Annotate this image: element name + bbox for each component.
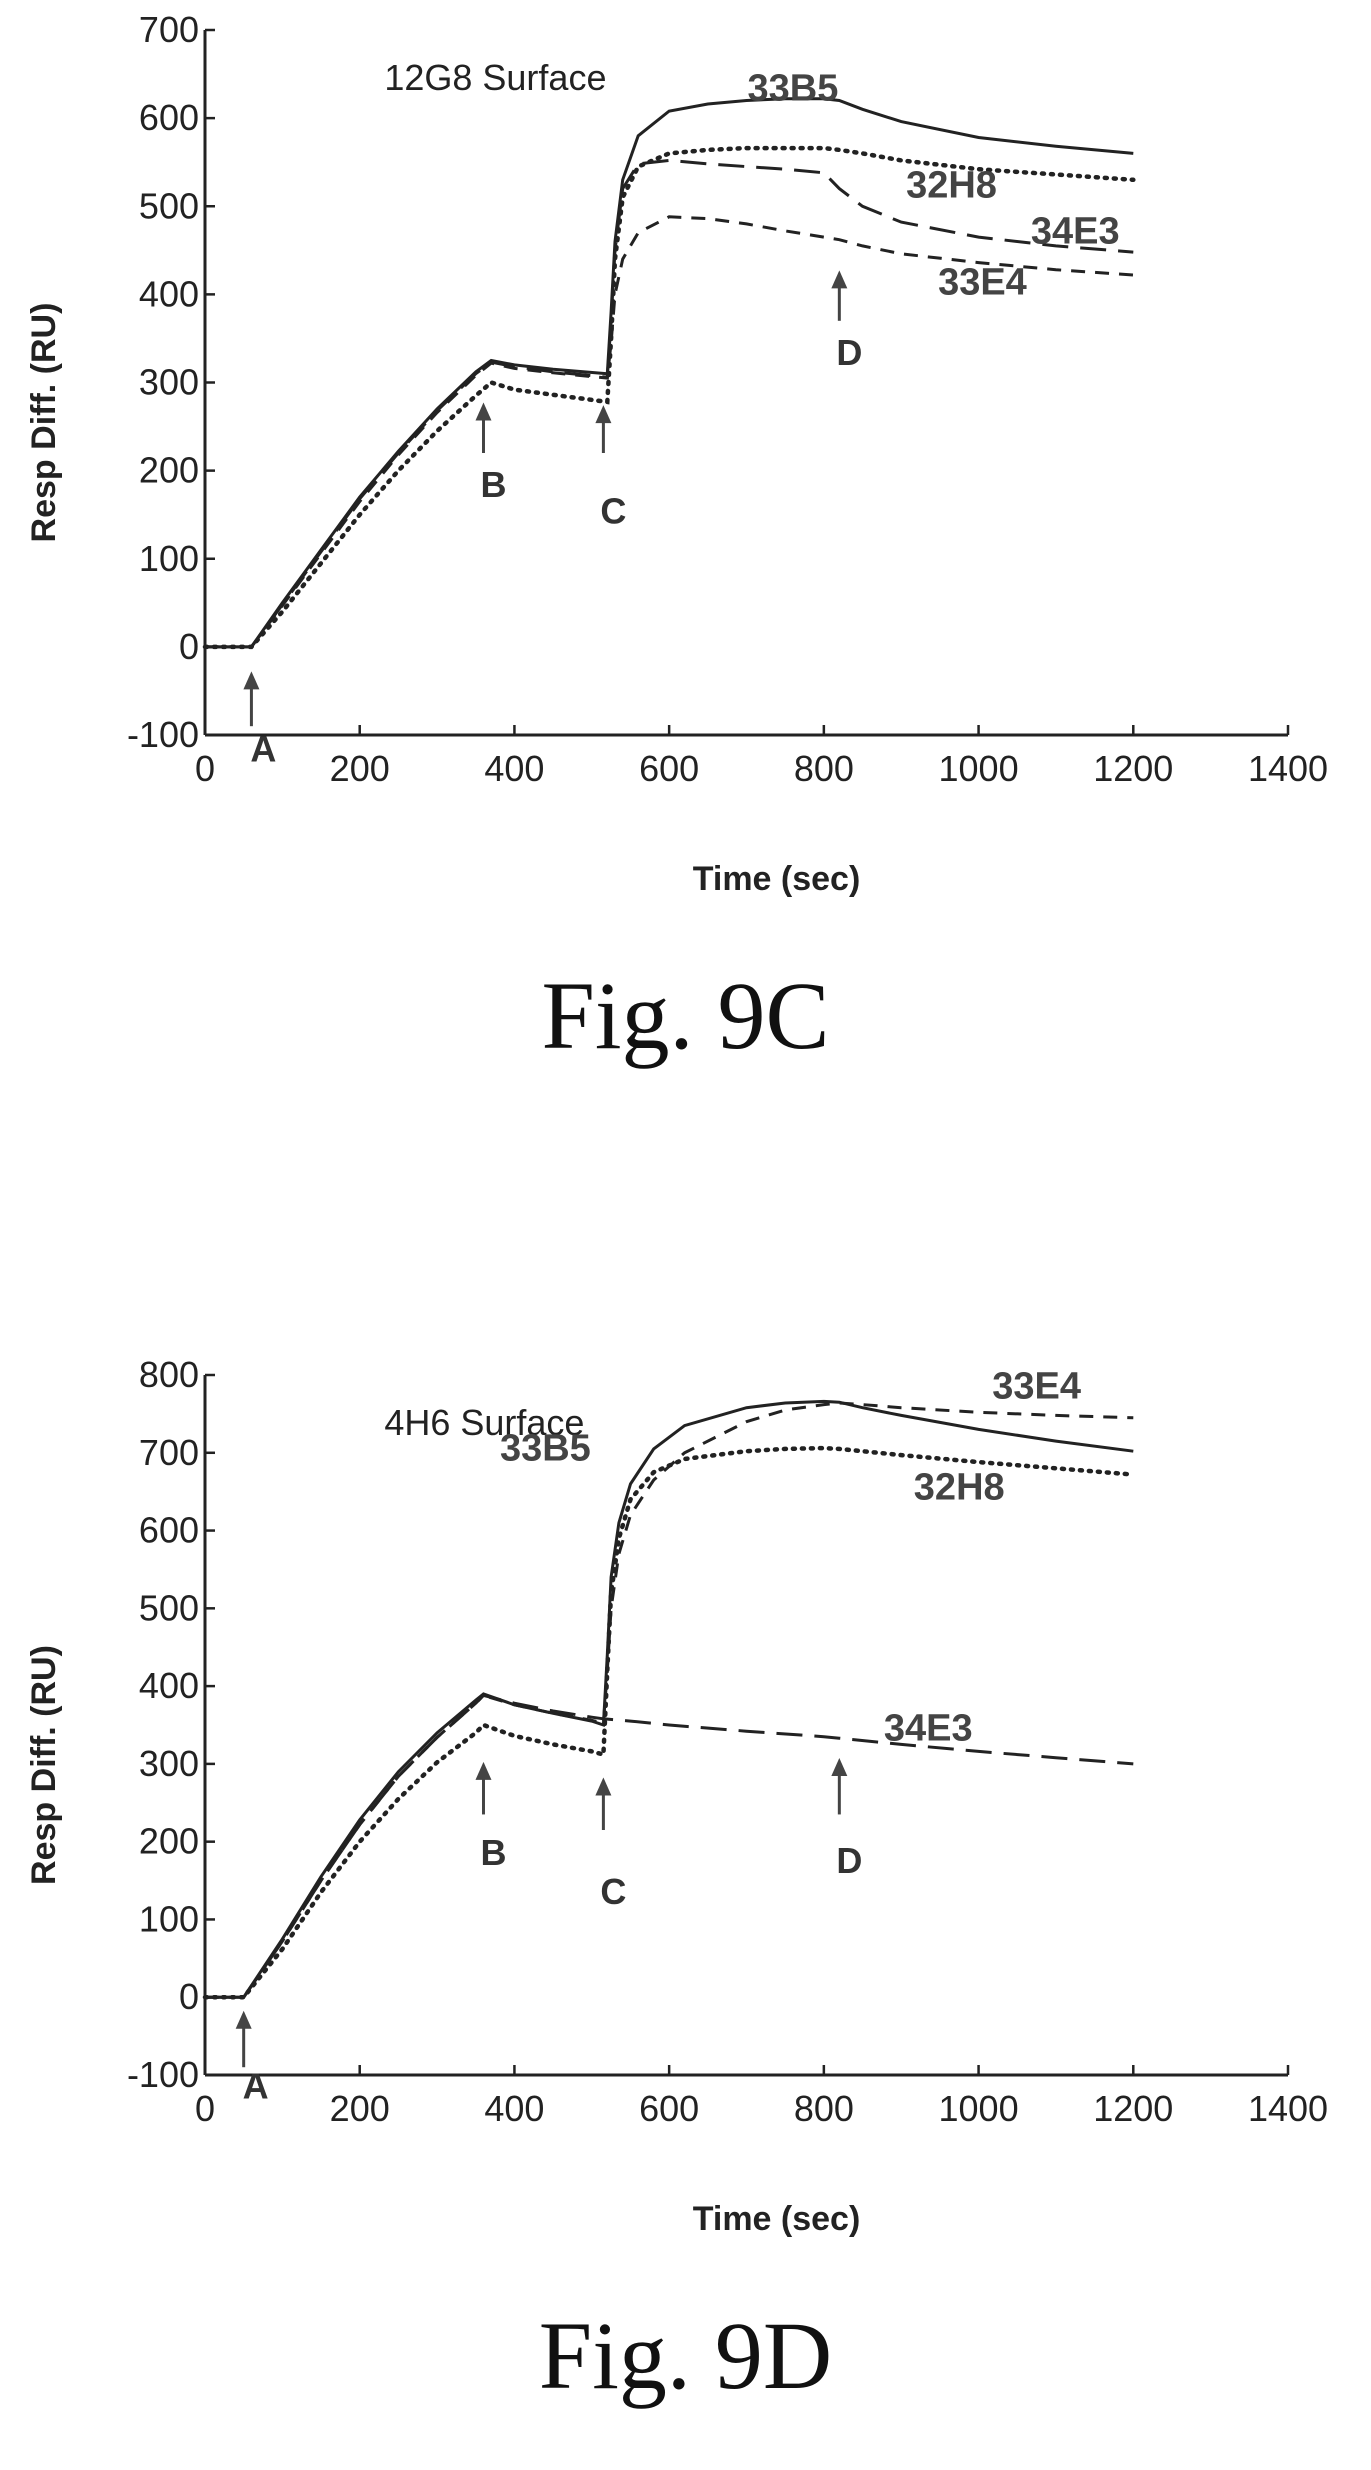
marker-label-b: B — [480, 464, 506, 505]
y-tick-label: -100 — [127, 2054, 199, 2095]
x-tick-label: 200 — [330, 748, 390, 789]
surface-annotation: 4H6 Surface — [384, 1402, 584, 1443]
y-axis-title: Resp Diff. (RU) — [25, 1645, 63, 1885]
x-tick-label: 200 — [330, 2088, 390, 2129]
x-tick-label: 600 — [639, 2088, 699, 2129]
marker-label-d: D — [836, 1840, 862, 1881]
y-tick-label: 300 — [139, 362, 199, 403]
y-axis-title: Resp Diff. (RU) — [25, 303, 63, 543]
marker-arrowhead-d — [831, 270, 848, 289]
x-axis-title: Time (sec) — [693, 860, 861, 898]
marker-label-a: A — [250, 728, 276, 769]
y-tick-label: 600 — [139, 1510, 199, 1551]
y-tick-label: 400 — [139, 1665, 199, 1706]
surface-annotation: 12G8 Surface — [384, 57, 606, 98]
series-label-33b5: 33B5 — [500, 1428, 591, 1470]
y-tick-label: 700 — [139, 9, 199, 50]
series-line-34e3 — [205, 1693, 1134, 1999]
x-tick-label: 0 — [195, 2088, 215, 2129]
y-tick-label: 400 — [139, 273, 199, 314]
y-tick-label: 200 — [139, 1821, 199, 1862]
y-tick-label: 300 — [139, 1743, 199, 1784]
y-tick-label: 100 — [139, 1898, 199, 1939]
chart-fig-9c: 0 200 400 600 800 1000 1200 1400-10001002003004… — [25, 9, 1328, 898]
marker-arrowhead-d — [831, 1758, 848, 1776]
series-line-33e4 — [205, 215, 1134, 649]
marker-label-b: B — [480, 1832, 506, 1873]
x-tick-label: 400 — [484, 2088, 544, 2129]
x-tick-label: 1400 — [1248, 748, 1328, 789]
series-line-34e3 — [205, 158, 1134, 649]
y-tick-label: 800 — [139, 1354, 199, 1395]
y-tick-label: 600 — [139, 97, 199, 138]
x-tick-label: 800 — [794, 2088, 854, 2129]
marker-arrowhead-a — [243, 671, 260, 690]
x-tick-label: 800 — [794, 748, 854, 789]
series-label-32h8: 32H8 — [906, 164, 997, 206]
x-tick-label: 1200 — [1093, 748, 1173, 789]
y-tick-label: 200 — [139, 450, 199, 491]
x-tick-label: 400 — [484, 748, 544, 789]
series-label-34e3: 34E3 — [1031, 210, 1120, 252]
y-tick-label: 500 — [139, 1587, 199, 1628]
y-tick-label: 100 — [139, 538, 199, 579]
series-label-34e3: 34E3 — [884, 1708, 973, 1750]
x-tick-label: 1000 — [939, 748, 1019, 789]
x-tick-label: 1000 — [939, 2088, 1019, 2129]
figure-caption-9d: Fig. 9D — [538, 2302, 833, 2409]
series-label-33e4: 33E4 — [938, 261, 1027, 303]
y-tick-label: 0 — [179, 626, 199, 667]
series-label-32h8: 32H8 — [914, 1466, 1005, 1508]
x-axis-title: Time (sec) — [693, 2200, 861, 2238]
marker-arrowhead-b — [475, 1761, 492, 1780]
series-line-33e4 — [205, 1401, 1134, 1999]
y-tick-label: -100 — [127, 714, 199, 755]
x-tick-label: 1200 — [1093, 2088, 1173, 2129]
y-tick-label: 500 — [139, 185, 199, 226]
marker-label-c: C — [600, 1871, 626, 1912]
y-tick-label: 0 — [179, 1976, 199, 2017]
marker-arrowhead-b — [475, 402, 492, 421]
x-tick-label: 0 — [195, 748, 215, 789]
marker-label-c: C — [600, 491, 626, 532]
chart-fig-9d: 0 200 400 600 800 1000 1200 1400-10001002003004… — [25, 1354, 1328, 2238]
marker-arrowhead-c — [595, 405, 612, 424]
x-tick-label: 1400 — [1248, 2088, 1328, 2129]
series-line-32h8 — [202, 145, 1136, 650]
marker-label-d: D — [836, 332, 862, 373]
figure-caption-9c: Fig. 9C — [541, 962, 830, 1069]
series-label-33b5: 33B5 — [747, 68, 838, 110]
y-tick-label: 700 — [139, 1432, 199, 1473]
series-line-32h8 — [202, 1445, 1136, 2000]
x-tick-label: 600 — [639, 748, 699, 789]
marker-arrowhead-a — [235, 2010, 252, 2029]
marker-label-a: A — [243, 2065, 269, 2106]
series-label-33e4: 33E4 — [992, 1365, 1081, 1407]
marker-arrowhead-c — [595, 1777, 612, 1796]
